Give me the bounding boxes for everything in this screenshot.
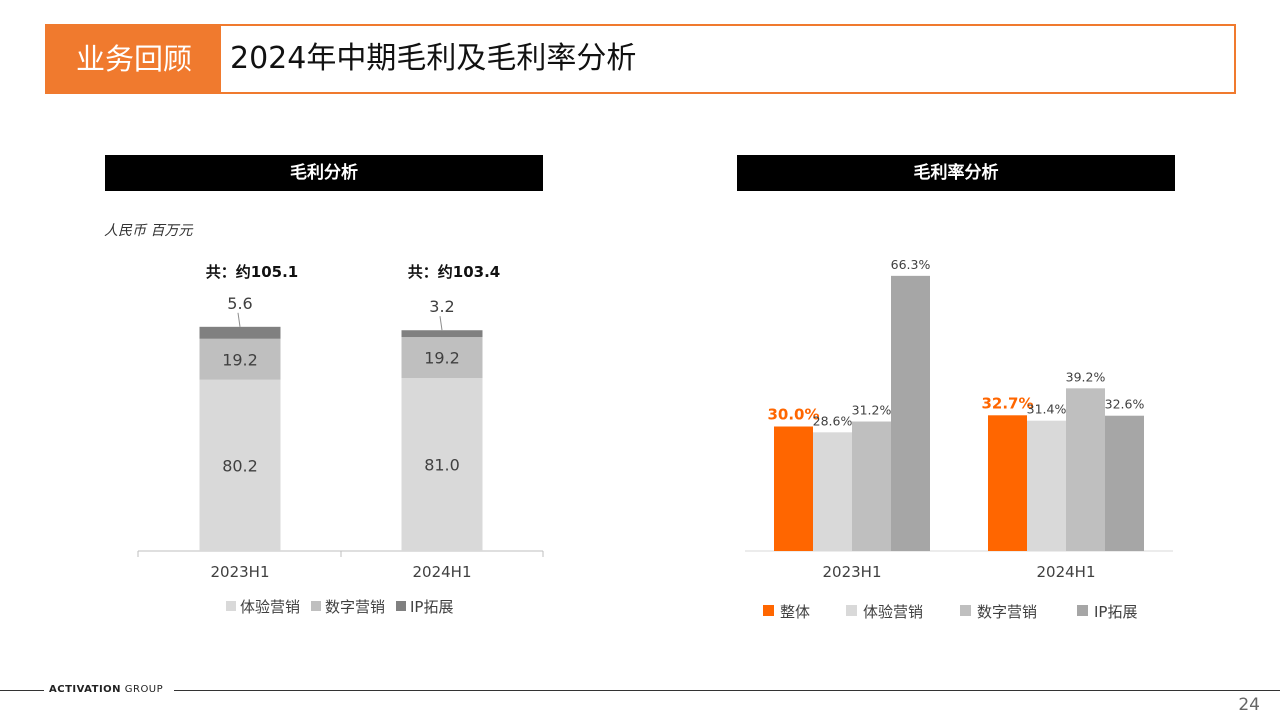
category-label: 2024H1 bbox=[1037, 563, 1096, 581]
category-label: 2023H1 bbox=[211, 563, 270, 581]
category-label: 2024H1 bbox=[413, 563, 472, 581]
gross-profit-chart: 80.2 19.2 5.6 共：约105.1 2023H1 81.0 19.2 3.2 共：约1… bbox=[137, 263, 544, 616]
data-label: 66.3% bbox=[891, 257, 931, 272]
company-logo: ACTIVATION GROUP bbox=[49, 684, 163, 695]
legend-label: 数字营销 bbox=[977, 603, 1037, 621]
data-label: 32.7% bbox=[981, 394, 1033, 412]
leader-line bbox=[439, 316, 443, 331]
legend-label: 体验营销 bbox=[240, 598, 300, 616]
data-label: 31.4% bbox=[1027, 402, 1067, 417]
legend-label: 体验营销 bbox=[863, 603, 923, 621]
bar-3-0 bbox=[891, 275, 930, 551]
footer-divider-left bbox=[0, 690, 44, 691]
page-title: 2024年中期毛利及毛利率分析 bbox=[230, 41, 637, 76]
legend-label: 整体 bbox=[780, 603, 810, 621]
data-label: 39.2% bbox=[1066, 369, 1106, 384]
data-label: 32.6% bbox=[1105, 397, 1145, 412]
legend-label: IP拓展 bbox=[410, 598, 453, 616]
data-label: 3.2 bbox=[429, 297, 454, 316]
footer-divider-right bbox=[174, 690, 1280, 691]
section-tag: 业务回顾 bbox=[47, 26, 221, 92]
gross-profit-panel-title: 毛利分析 bbox=[105, 155, 543, 191]
header-banner: 业务回顾 2024年中期毛利及毛利率分析 bbox=[45, 24, 1236, 94]
bar-segment-0-1 bbox=[401, 378, 483, 551]
bar-segment-1-0 bbox=[199, 338, 281, 380]
bar-2-1 bbox=[1066, 388, 1105, 551]
legend-label: 数字营销 bbox=[325, 598, 385, 616]
data-label: 80.2 bbox=[222, 456, 258, 475]
page-number: 24 bbox=[1238, 695, 1260, 715]
bar-0-0 bbox=[774, 426, 813, 551]
logo-bold-text: ACTIVATION bbox=[49, 684, 122, 695]
total-label: 共：约105.1 bbox=[206, 263, 298, 281]
leader-line bbox=[237, 312, 241, 327]
legend-swatch bbox=[226, 601, 236, 611]
bar-segment-2-0 bbox=[199, 326, 281, 339]
bar-1-1 bbox=[1027, 420, 1066, 551]
bar-segment-2-1 bbox=[401, 330, 483, 338]
data-label: 19.2 bbox=[222, 350, 258, 369]
category-label: 2023H1 bbox=[823, 563, 882, 581]
bar-0-1 bbox=[988, 415, 1027, 551]
data-label: 19.2 bbox=[424, 349, 460, 368]
bar-segment-1-1 bbox=[401, 337, 483, 379]
gross-margin-panel-title: 毛利率分析 bbox=[737, 155, 1175, 191]
logo-text: GROUP bbox=[121, 684, 164, 695]
legend-swatch bbox=[763, 605, 774, 616]
data-label: 5.6 bbox=[227, 294, 252, 313]
legend-label: IP拓展 bbox=[1094, 603, 1137, 621]
bar-2-0 bbox=[852, 421, 891, 551]
bar-segment-0-0 bbox=[199, 379, 281, 551]
bar-3-1 bbox=[1105, 415, 1144, 551]
data-label: 31.2% bbox=[852, 403, 892, 418]
unit-label: 人民币 百万元 bbox=[104, 223, 193, 239]
legend-swatch bbox=[1077, 605, 1088, 616]
data-label: 81.0 bbox=[424, 456, 460, 475]
total-label: 共：约103.4 bbox=[408, 263, 500, 281]
bar-1-0 bbox=[813, 432, 852, 551]
legend-swatch bbox=[960, 605, 971, 616]
legend-swatch bbox=[846, 605, 857, 616]
data-label: 30.0% bbox=[767, 406, 819, 424]
legend-swatch bbox=[396, 601, 406, 611]
data-label: 28.6% bbox=[813, 413, 853, 428]
legend-swatch bbox=[311, 601, 321, 611]
